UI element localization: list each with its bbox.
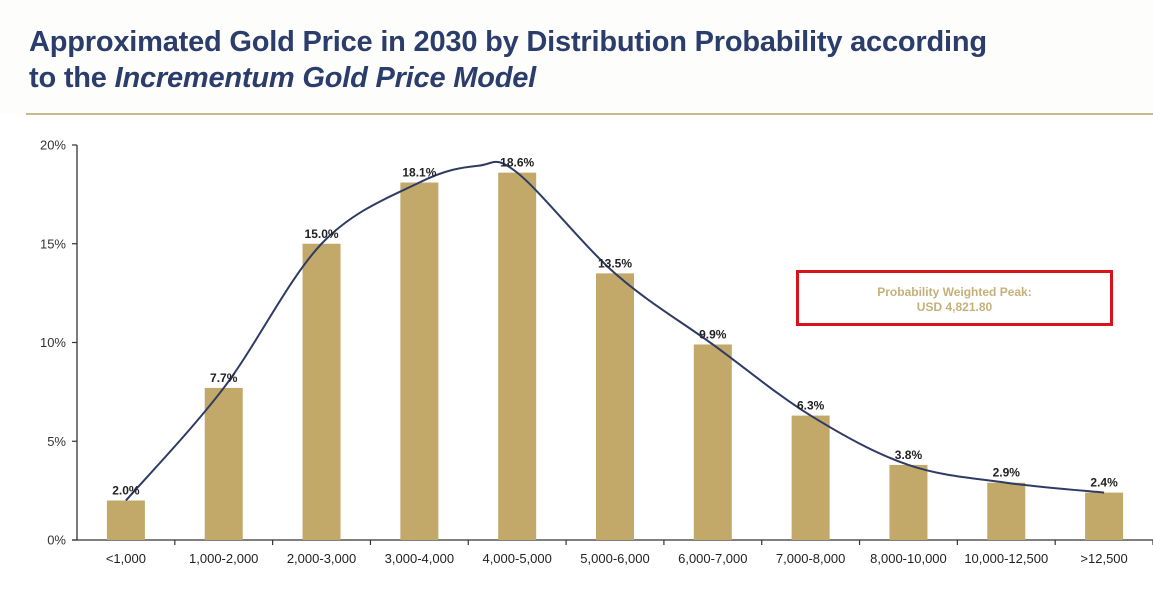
title-line-2-italic: Incrementum Gold Price Model <box>114 62 537 94</box>
x-tick-label: 1,000-2,000 <box>189 551 258 566</box>
x-axis: <1,000 1,000-2,000 2,000-3,000 3,000-4,000 4… <box>72 539 1153 566</box>
bar <box>106 500 145 540</box>
x-tick-label: 3,000-4,000 <box>385 551 454 566</box>
bar <box>204 387 243 540</box>
bar <box>889 464 928 540</box>
bar <box>1085 492 1124 540</box>
title-line-2-prefix: to the <box>29 62 115 94</box>
data-labels: 2.0% 7.7% 15.0% 18.1% 18.6% 13.5% 9.9% 6.3% 3.8%… <box>112 156 1118 498</box>
bars <box>106 172 1124 540</box>
data-label: 15.0% <box>305 227 339 241</box>
data-label: 18.1% <box>402 166 436 180</box>
bar <box>987 482 1026 540</box>
data-label: 9.9% <box>699 327 727 341</box>
probability-weighted-peak-callout: Probability Weighted Peak: USD 4,821.80 <box>796 270 1113 326</box>
x-tick-label: 8,000-10,000 <box>870 551 947 566</box>
title-divider <box>26 113 1153 115</box>
bar <box>498 172 537 540</box>
data-label: 2.0% <box>112 484 140 498</box>
x-tick-label: 6,000-7,000 <box>678 551 747 566</box>
y-tick-label: 0% <box>47 533 66 548</box>
data-label: 7.7% <box>210 371 238 385</box>
data-label: 2.9% <box>993 466 1021 480</box>
y-tick-label: 5% <box>47 434 66 449</box>
x-tick-label: <1,000 <box>106 551 146 566</box>
x-tick-label: >12,500 <box>1080 551 1127 566</box>
bar <box>302 243 341 540</box>
x-tick-label: 10,000-12,500 <box>964 551 1048 566</box>
header-band <box>0 0 1153 114</box>
distribution-curve <box>125 160 1105 502</box>
bar <box>693 344 732 540</box>
x-tick-label: 4,000-5,000 <box>482 551 551 566</box>
bar <box>596 273 634 540</box>
bar <box>400 182 439 540</box>
bar <box>791 415 830 540</box>
callout-value: USD 4,821.80 <box>916 300 993 314</box>
data-label: 6.3% <box>797 399 825 413</box>
y-tick-label: 20% <box>40 138 66 153</box>
callout-label: Probability Weighted Peak: <box>877 285 1032 299</box>
x-tick-label: 7,000-8,000 <box>776 551 845 566</box>
x-tick-label: 5,000-6,000 <box>580 551 649 566</box>
y-tick-label: 15% <box>40 236 66 251</box>
chart-title: Approximated Gold Price in 2030 by Distr… <box>29 24 987 96</box>
data-label: 18.6% <box>500 156 534 170</box>
title-line-1: Approximated Gold Price in 2030 by Distr… <box>29 26 987 58</box>
data-label: 2.4% <box>1090 476 1118 490</box>
data-label: 3.8% <box>895 448 923 462</box>
y-axis: 0% 5% 10% 15% 20% <box>40 138 78 548</box>
data-label: 13.5% <box>598 256 632 270</box>
y-tick-label: 10% <box>40 335 66 350</box>
x-tick-label: 2,000-3,000 <box>287 551 356 566</box>
